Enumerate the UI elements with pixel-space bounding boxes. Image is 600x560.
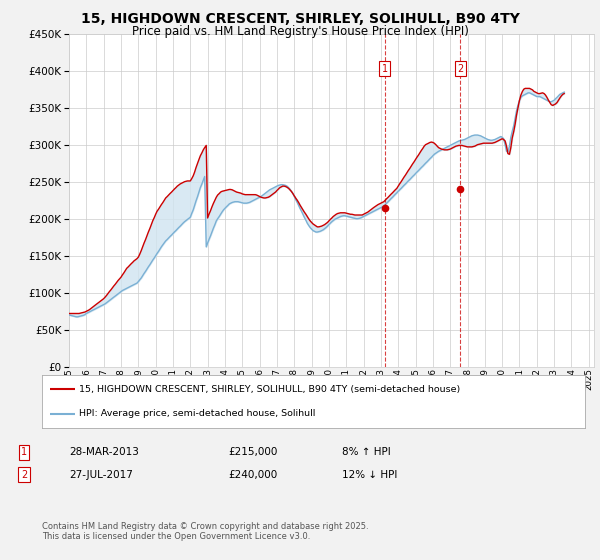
Text: £240,000: £240,000 (228, 470, 277, 480)
Text: 8% ↑ HPI: 8% ↑ HPI (342, 447, 391, 458)
Text: 12% ↓ HPI: 12% ↓ HPI (342, 470, 397, 480)
Text: Contains HM Land Registry data © Crown copyright and database right 2025.
This d: Contains HM Land Registry data © Crown c… (42, 522, 368, 542)
Text: 2: 2 (21, 470, 27, 480)
Text: 1: 1 (21, 447, 27, 458)
Text: 15, HIGHDOWN CRESCENT, SHIRLEY, SOLIHULL, B90 4TY: 15, HIGHDOWN CRESCENT, SHIRLEY, SOLIHULL… (80, 12, 520, 26)
Text: 27-JUL-2017: 27-JUL-2017 (69, 470, 133, 480)
Text: 2: 2 (457, 64, 463, 73)
Text: Price paid vs. HM Land Registry's House Price Index (HPI): Price paid vs. HM Land Registry's House … (131, 25, 469, 38)
Text: HPI: Average price, semi-detached house, Solihull: HPI: Average price, semi-detached house,… (79, 409, 315, 418)
Text: 1: 1 (382, 64, 388, 73)
Text: 15, HIGHDOWN CRESCENT, SHIRLEY, SOLIHULL, B90 4TY (semi-detached house): 15, HIGHDOWN CRESCENT, SHIRLEY, SOLIHULL… (79, 385, 460, 394)
Text: £215,000: £215,000 (228, 447, 277, 458)
Text: 28-MAR-2013: 28-MAR-2013 (69, 447, 139, 458)
